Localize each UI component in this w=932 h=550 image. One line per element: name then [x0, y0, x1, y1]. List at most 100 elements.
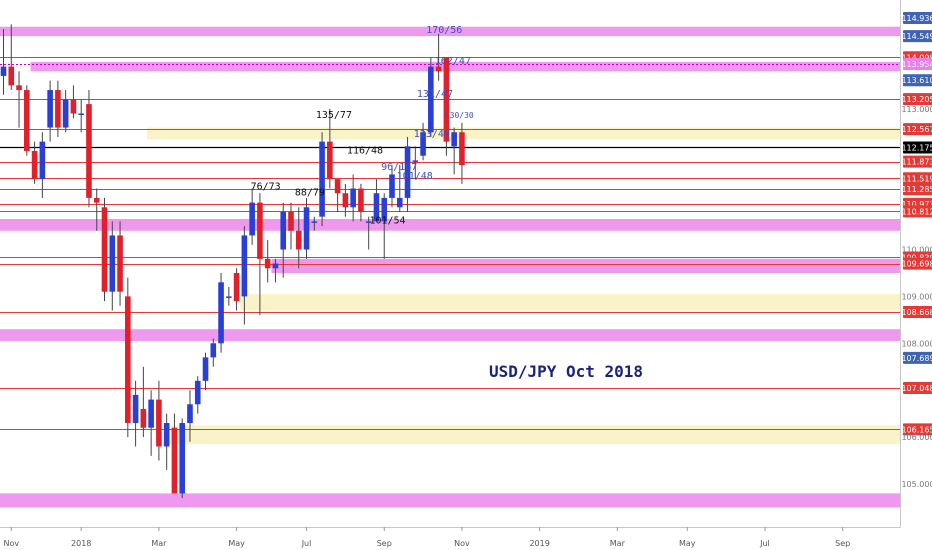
price-tag-label: 113.610	[901, 76, 932, 85]
price-tag-bg	[903, 30, 932, 43]
price-tag-bg	[903, 123, 932, 136]
price-tag-label: 110.812	[901, 207, 932, 216]
candle-body	[381, 197, 388, 222]
candle-body	[428, 66, 434, 133]
zone-band	[147, 127, 900, 140]
time-tick-label: May	[679, 539, 696, 548]
candle-body	[62, 99, 69, 128]
candle-body	[280, 211, 287, 250]
zone-band	[0, 493, 900, 508]
candle-body	[117, 235, 123, 292]
candle-body	[70, 99, 77, 114]
time-tick-label: 2019	[529, 539, 549, 548]
candle-body	[78, 113, 84, 115]
annotation-label: 135/77	[316, 110, 352, 121]
candle-body	[39, 141, 46, 180]
candle-body	[148, 399, 154, 428]
price-tag-bg	[903, 74, 932, 87]
annotation-label: 170/56	[426, 25, 462, 36]
price-tag-label: 114.936	[901, 14, 932, 23]
annotation-label: 88/79	[295, 188, 325, 199]
price-tick-label: 109.000	[901, 292, 932, 301]
price-tag-label: 106.165	[901, 425, 932, 434]
candle-body	[249, 202, 255, 236]
time-tick-label: Nov	[454, 539, 470, 548]
time-tick-label: Mar	[151, 539, 167, 548]
price-tag-bg	[903, 351, 932, 364]
candle-body	[295, 230, 302, 250]
candle-body	[365, 221, 372, 223]
candle-body	[109, 235, 116, 292]
candle-body	[226, 296, 232, 298]
candle-body	[16, 85, 22, 91]
candle-body	[194, 380, 201, 405]
price-tag-label: 110.973	[901, 200, 932, 209]
time-axis[interactable]: Nov 2018 Mar May Jul Sep Nov 2019 Mar May Jul Sep	[0, 527, 932, 550]
candle-body	[101, 207, 108, 292]
price-tick-label: 108.000	[901, 339, 932, 348]
candle-body	[8, 66, 15, 86]
candle-body	[389, 174, 395, 198]
annotation-label: 162/47	[435, 56, 471, 67]
candle-body	[435, 66, 442, 72]
annotation-label: 116/48	[347, 145, 383, 156]
annotation-label: 131/47	[417, 89, 453, 100]
candle-body	[140, 408, 147, 428]
candle-body	[350, 188, 356, 208]
candle-body	[86, 104, 92, 198]
price-tag-bg	[903, 172, 932, 185]
annotations-layer: 170/56 162/47 131/47 130/30 123/49 135/77 116/…	[251, 25, 474, 227]
price-tick-label: 106.000	[901, 433, 932, 442]
candle-body	[451, 132, 457, 147]
time-tick-label: Sep	[377, 539, 392, 548]
candle-body	[420, 132, 426, 156]
price-tag-label: 112.175	[901, 143, 932, 152]
zone-band	[0, 329, 900, 341]
candle-body	[24, 90, 30, 152]
time-tick-label: Mar	[610, 539, 626, 548]
annotation-label: 130/30	[445, 111, 474, 120]
candle-body	[132, 394, 139, 424]
candle-body	[358, 188, 364, 212]
candle-body	[396, 197, 403, 208]
price-tag-label: 113.205	[901, 95, 932, 104]
candles-layer	[0, 24, 465, 499]
zone-band	[30, 61, 900, 72]
candle-body	[459, 132, 465, 166]
candle-body	[31, 151, 38, 180]
candle-body	[404, 146, 411, 198]
candle-body	[179, 423, 186, 494]
price-tag-bg	[903, 305, 932, 318]
price-tick-label: 110.000	[901, 245, 932, 254]
zone-band	[271, 258, 900, 273]
annotation-label: 123/49	[414, 129, 450, 140]
price-tag-bg	[903, 257, 932, 270]
candle-body	[272, 263, 279, 269]
price-tag-label: 107.689	[901, 354, 932, 363]
time-tick-label: Sep	[835, 539, 850, 548]
candle-body	[412, 160, 419, 162]
candle-body	[93, 197, 100, 203]
price-tag-bg	[903, 423, 932, 436]
price-tag-label: 111.873	[901, 158, 932, 167]
candle-body	[218, 282, 224, 344]
price-tag-label: 112.567	[901, 125, 932, 134]
price-tag-label: 111.285	[901, 185, 932, 194]
price-tag-label: 108.668	[901, 308, 932, 317]
zones-layer	[0, 26, 900, 508]
price-lines-layer	[0, 57, 900, 430]
time-tick-label: Jul	[301, 539, 312, 548]
price-tag-bg	[903, 381, 932, 394]
candle-body	[319, 141, 325, 217]
price-tag-label: 107.048	[901, 384, 932, 393]
price-tag-label: 111.519	[901, 174, 932, 183]
time-tick-label: 2018	[71, 539, 91, 548]
candle-body	[187, 404, 193, 424]
candle-body	[233, 272, 240, 302]
annotation-label: 101/48	[397, 171, 433, 182]
price-tag-label: 114.549	[901, 32, 932, 41]
time-tick-label: Jul	[759, 539, 770, 548]
zone-band	[170, 425, 900, 445]
